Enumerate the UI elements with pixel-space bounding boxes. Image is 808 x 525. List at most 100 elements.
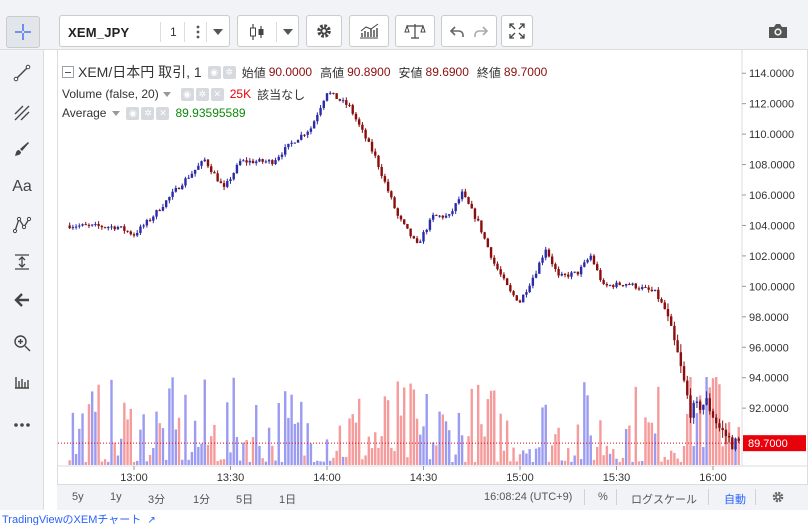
fib-icon[interactable] <box>7 98 37 128</box>
volume-bar <box>737 426 740 465</box>
volume-bar <box>210 436 213 465</box>
open-value: 90.0000 <box>268 65 313 79</box>
ruler-icon[interactable] <box>7 367 37 397</box>
candle-body <box>563 273 567 275</box>
close-icon[interactable]: ✕ <box>156 106 170 120</box>
candles-icon <box>250 24 264 40</box>
gear-icon[interactable]: ✲ <box>222 65 236 79</box>
symbol-search-box[interactable]: XEM_JPY 1 <box>59 15 230 47</box>
gear-icon[interactable]: ✲ <box>141 106 155 120</box>
trendline-icon[interactable] <box>7 58 37 88</box>
candle-body <box>229 179 232 182</box>
eye-icon[interactable]: ◉ <box>126 106 140 120</box>
chart-style-button[interactable] <box>237 15 299 47</box>
main-series-legend: XEM/日本円 取引, 1 ◉ ✲ 始値 90.0000 高値 90.8900 … <box>62 63 555 81</box>
volume-bar <box>357 398 361 465</box>
volume-bar <box>129 408 132 465</box>
gear-icon[interactable] <box>771 490 785 504</box>
eye-icon[interactable]: ◉ <box>180 87 194 101</box>
candle-body <box>274 160 277 165</box>
volume-bar <box>325 439 329 465</box>
settings-button[interactable] <box>306 15 342 47</box>
dropdown-icon[interactable] <box>283 29 293 35</box>
percent-toggle[interactable]: % <box>598 491 608 503</box>
clock-text[interactable]: 16:08:24 (UTC+9) <box>484 491 573 503</box>
volume-bar <box>164 459 168 465</box>
candle-body <box>193 169 197 174</box>
snapshot-button[interactable] <box>760 15 796 47</box>
candle-body <box>341 100 345 102</box>
interval-text[interactable]: 1 <box>170 25 177 39</box>
close-icon[interactable]: ✕ <box>210 87 224 101</box>
volume-bar <box>583 382 586 465</box>
volume-bar <box>496 461 499 465</box>
brush-icon[interactable] <box>7 134 37 164</box>
volume-bar <box>560 460 564 465</box>
candle-body <box>374 151 377 156</box>
pattern-icon[interactable] <box>7 210 37 240</box>
volume-bar <box>573 455 576 465</box>
candle-body <box>335 93 338 100</box>
price-tick-label: 104.0000 <box>749 220 795 232</box>
zoom-in-icon[interactable] <box>7 328 37 358</box>
volume-bar <box>499 413 502 465</box>
volume-bar <box>531 461 535 465</box>
range-1d[interactable]: 1日 <box>279 494 297 506</box>
more-icon[interactable] <box>7 410 37 440</box>
candle-body <box>621 284 625 286</box>
volume-bar <box>119 438 123 465</box>
candle-body <box>386 181 390 192</box>
volume-bar <box>502 450 506 465</box>
range-1y[interactable]: 1y <box>110 491 122 503</box>
average-actions: ◉ ✲ ✕ <box>126 106 170 120</box>
dropdown-icon[interactable] <box>112 110 121 116</box>
indicators-button[interactable] <box>349 15 389 47</box>
range-3m[interactable]: 3分 <box>148 494 166 506</box>
eye-icon[interactable]: ◉ <box>207 65 221 79</box>
gear-icon[interactable]: ✲ <box>195 87 209 101</box>
volume-bar <box>155 411 158 465</box>
collapse-icon[interactable] <box>62 66 74 78</box>
volume-bar <box>296 422 300 465</box>
candle-body <box>74 226 78 228</box>
volume-bar <box>615 458 618 465</box>
volume-bar <box>136 460 139 465</box>
more-vert-icon[interactable] <box>195 24 201 40</box>
range-1m[interactable]: 1分 <box>193 494 211 506</box>
range-5d[interactable]: 5日 <box>236 494 254 506</box>
range-5y[interactable]: 5y <box>72 491 84 503</box>
candle-body <box>493 257 496 264</box>
candle-body <box>329 92 332 94</box>
candle-body <box>509 285 512 292</box>
volume-bar <box>538 447 541 465</box>
dropdown-icon[interactable] <box>162 91 171 97</box>
dropdown-icon[interactable] <box>213 29 223 35</box>
candle-body <box>441 215 444 218</box>
time-tick-label: 15:00 <box>506 472 534 484</box>
candle-body <box>634 283 637 289</box>
compare-button[interactable] <box>395 15 435 47</box>
tradingview-link[interactable]: TradingViewのXEMチャート ↗ <box>2 511 156 525</box>
candle-body <box>161 207 165 211</box>
crosshair-button[interactable] <box>6 16 40 48</box>
candle-body <box>647 287 650 290</box>
candle-body <box>107 227 110 229</box>
volume-bar <box>396 381 399 465</box>
text-icon[interactable]: Aa <box>7 172 37 202</box>
back-arrow-icon[interactable] <box>7 285 37 315</box>
measure-icon[interactable] <box>7 247 37 277</box>
auto-scale-toggle[interactable]: 自動 <box>724 494 746 506</box>
candle-body <box>325 93 329 101</box>
candle-body <box>184 178 187 186</box>
volume-bar <box>419 434 422 465</box>
fullscreen-button[interactable] <box>501 15 533 47</box>
undo-icon[interactable] <box>449 24 465 40</box>
candle-body <box>522 294 525 303</box>
redo-icon[interactable] <box>473 24 489 40</box>
log-scale-toggle[interactable]: ログスケール <box>631 494 697 506</box>
volume-bar <box>264 461 268 465</box>
volume-bar <box>522 450 525 465</box>
candle-body <box>650 289 654 292</box>
price-chart[interactable]: 114.0000 112.0000 110.0000 108.0000 106.0000… <box>58 50 808 486</box>
volume-bar <box>486 399 490 465</box>
